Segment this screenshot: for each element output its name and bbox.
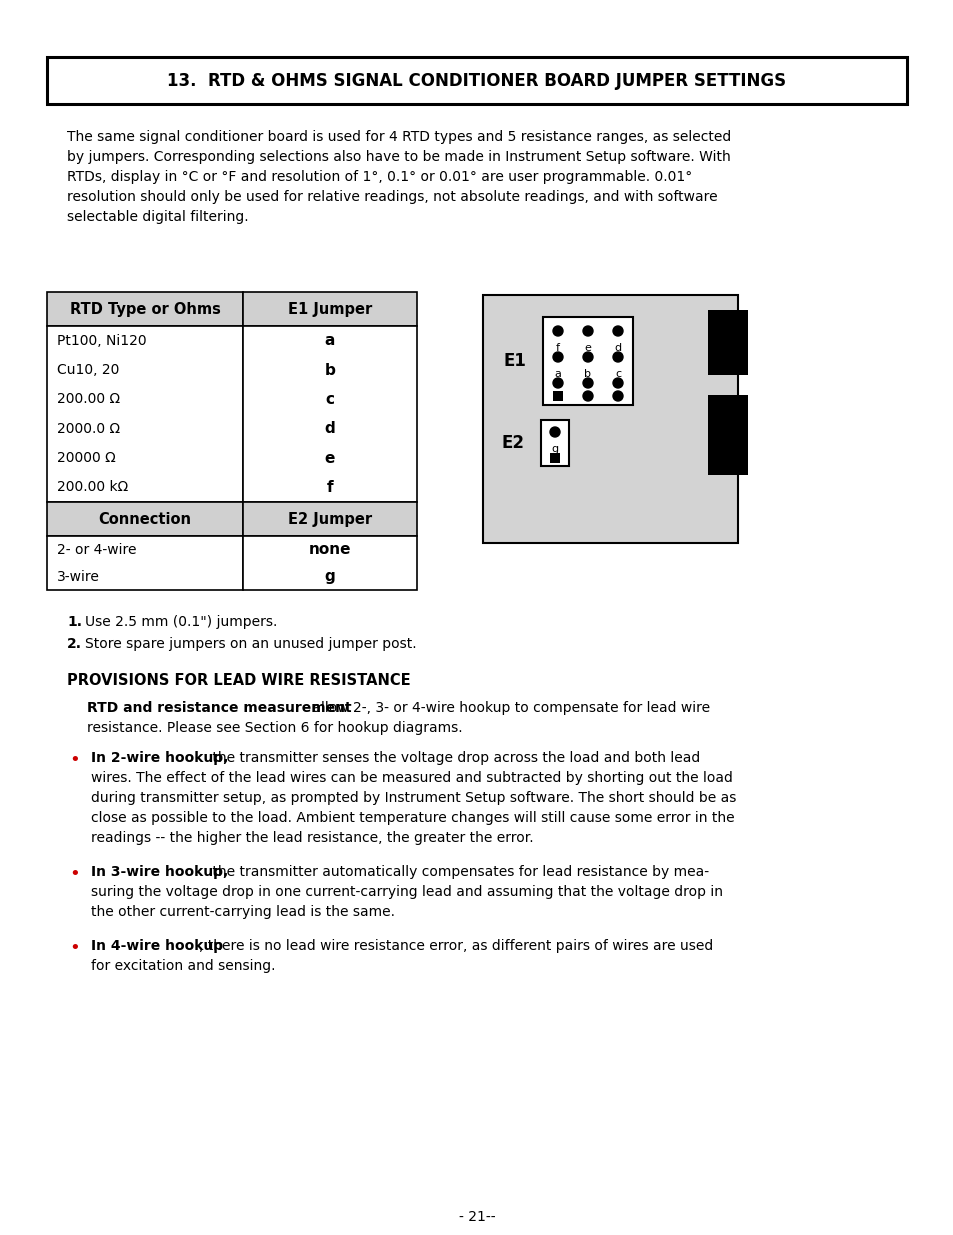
Text: none: none	[309, 542, 351, 557]
Text: close as possible to the load. Ambient temperature changes will still cause some: close as possible to the load. Ambient t…	[91, 811, 734, 825]
Circle shape	[550, 427, 559, 437]
Text: e: e	[584, 343, 591, 353]
Text: selectable digital filtering.: selectable digital filtering.	[67, 210, 249, 224]
Text: Connection: Connection	[98, 511, 192, 526]
Bar	[540, 420, 568, 466]
Text: b: b	[584, 369, 591, 379]
Bar	[243, 291, 416, 326]
Text: c: c	[325, 391, 335, 406]
Bar	[47, 501, 243, 536]
Text: RTD Type or Ohms: RTD Type or Ohms	[70, 301, 220, 316]
Text: e: e	[324, 451, 335, 466]
Text: E2: E2	[501, 433, 524, 452]
Circle shape	[582, 352, 593, 362]
Text: suring the voltage drop in one current-carrying lead and assuming that the volta: suring the voltage drop in one current-c…	[91, 885, 722, 899]
Text: the transmitter senses the voltage drop across the load and both lead: the transmitter senses the voltage drop …	[208, 751, 700, 764]
Text: 200.00 kΩ: 200.00 kΩ	[57, 480, 128, 494]
Text: g: g	[551, 445, 558, 454]
Text: by jumpers. Corresponding selections also have to be made in Instrument Setup so: by jumpers. Corresponding selections als…	[67, 149, 730, 164]
Text: 1.: 1.	[67, 615, 82, 629]
Circle shape	[613, 391, 622, 401]
Bar	[542, 317, 633, 405]
Text: RTD and resistance measurement: RTD and resistance measurement	[87, 701, 352, 715]
Text: d: d	[324, 421, 335, 436]
Text: PROVISIONS FOR LEAD WIRE RESISTANCE: PROVISIONS FOR LEAD WIRE RESISTANCE	[67, 673, 410, 688]
Bar	[47, 326, 243, 501]
Bar	[482, 295, 738, 543]
Text: Store spare jumpers on an unused jumper post.: Store spare jumpers on an unused jumper …	[85, 637, 416, 651]
Text: f: f	[326, 480, 333, 495]
Text: Cu10, 20: Cu10, 20	[57, 363, 119, 377]
Circle shape	[613, 326, 622, 336]
Bar	[47, 536, 243, 590]
Text: b: b	[324, 363, 335, 378]
Text: E2 Jumper: E2 Jumper	[288, 511, 372, 526]
Bar	[707, 310, 747, 375]
Text: the transmitter automatically compensates for lead resistance by mea-: the transmitter automatically compensate…	[208, 864, 708, 879]
Bar	[47, 57, 906, 104]
Circle shape	[582, 378, 593, 388]
Circle shape	[553, 352, 562, 362]
Text: a: a	[324, 333, 335, 348]
Text: RTDs, display in °C or °F and resolution of 1°, 0.1° or 0.01° are user programma: RTDs, display in °C or °F and resolution…	[67, 170, 692, 184]
Text: 20000 Ω: 20000 Ω	[57, 451, 115, 466]
Circle shape	[613, 352, 622, 362]
Text: wires. The effect of the lead wires can be measured and subtracted by shorting o: wires. The effect of the lead wires can …	[91, 771, 732, 785]
Text: 2.: 2.	[67, 637, 82, 651]
Text: •: •	[69, 939, 80, 957]
Text: - 21--: - 21--	[458, 1210, 495, 1224]
Text: E1 Jumper: E1 Jumper	[288, 301, 372, 316]
Circle shape	[582, 326, 593, 336]
Text: resistance. Please see Section 6 for hookup diagrams.: resistance. Please see Section 6 for hoo…	[87, 721, 462, 735]
Text: during transmitter setup, as prompted by Instrument Setup software. The short sh: during transmitter setup, as prompted by…	[91, 790, 736, 805]
Circle shape	[582, 391, 593, 401]
Text: g: g	[324, 569, 335, 584]
Bar	[707, 395, 747, 475]
Text: for excitation and sensing.: for excitation and sensing.	[91, 960, 275, 973]
Text: the other current-carrying lead is the same.: the other current-carrying lead is the s…	[91, 905, 395, 919]
Text: c: c	[615, 369, 620, 379]
Text: 3-wire: 3-wire	[57, 569, 100, 583]
Text: Use 2.5 mm (0.1") jumpers.: Use 2.5 mm (0.1") jumpers.	[85, 615, 277, 629]
Circle shape	[553, 326, 562, 336]
Text: resolution should only be used for relative readings, not absolute readings, and: resolution should only be used for relat…	[67, 190, 717, 204]
Text: In 2-wire hookup,: In 2-wire hookup,	[91, 751, 228, 764]
Text: In 4-wire hookup: In 4-wire hookup	[91, 939, 223, 953]
Text: 2000.0 Ω: 2000.0 Ω	[57, 421, 120, 436]
Text: In 3-wire hookup,: In 3-wire hookup,	[91, 864, 228, 879]
Text: 200.00 Ω: 200.00 Ω	[57, 393, 120, 406]
Text: E1: E1	[503, 352, 526, 370]
Bar	[47, 291, 243, 326]
Circle shape	[613, 378, 622, 388]
Text: d: d	[614, 343, 621, 353]
Text: readings -- the higher the lead resistance, the greater the error.: readings -- the higher the lead resistan…	[91, 831, 533, 845]
Text: f: f	[556, 343, 559, 353]
Text: allow 2-, 3- or 4-wire hookup to compensate for lead wire: allow 2-, 3- or 4-wire hookup to compens…	[308, 701, 709, 715]
Bar	[243, 536, 416, 590]
Text: •: •	[69, 864, 80, 883]
Bar	[553, 391, 562, 401]
Circle shape	[553, 378, 562, 388]
Bar	[550, 453, 559, 463]
Bar	[243, 326, 416, 501]
Text: , there is no lead wire resistance error, as different pairs of wires are used: , there is no lead wire resistance error…	[199, 939, 713, 953]
Text: a: a	[554, 369, 561, 379]
Bar	[243, 501, 416, 536]
Text: 2- or 4-wire: 2- or 4-wire	[57, 542, 136, 557]
Text: •: •	[69, 751, 80, 769]
Text: 13.  RTD & OHMS SIGNAL CONDITIONER BOARD JUMPER SETTINGS: 13. RTD & OHMS SIGNAL CONDITIONER BOARD …	[168, 72, 785, 89]
Text: Pt100, Ni120: Pt100, Ni120	[57, 333, 147, 348]
Text: The same signal conditioner board is used for 4 RTD types and 5 resistance range: The same signal conditioner board is use…	[67, 130, 731, 144]
